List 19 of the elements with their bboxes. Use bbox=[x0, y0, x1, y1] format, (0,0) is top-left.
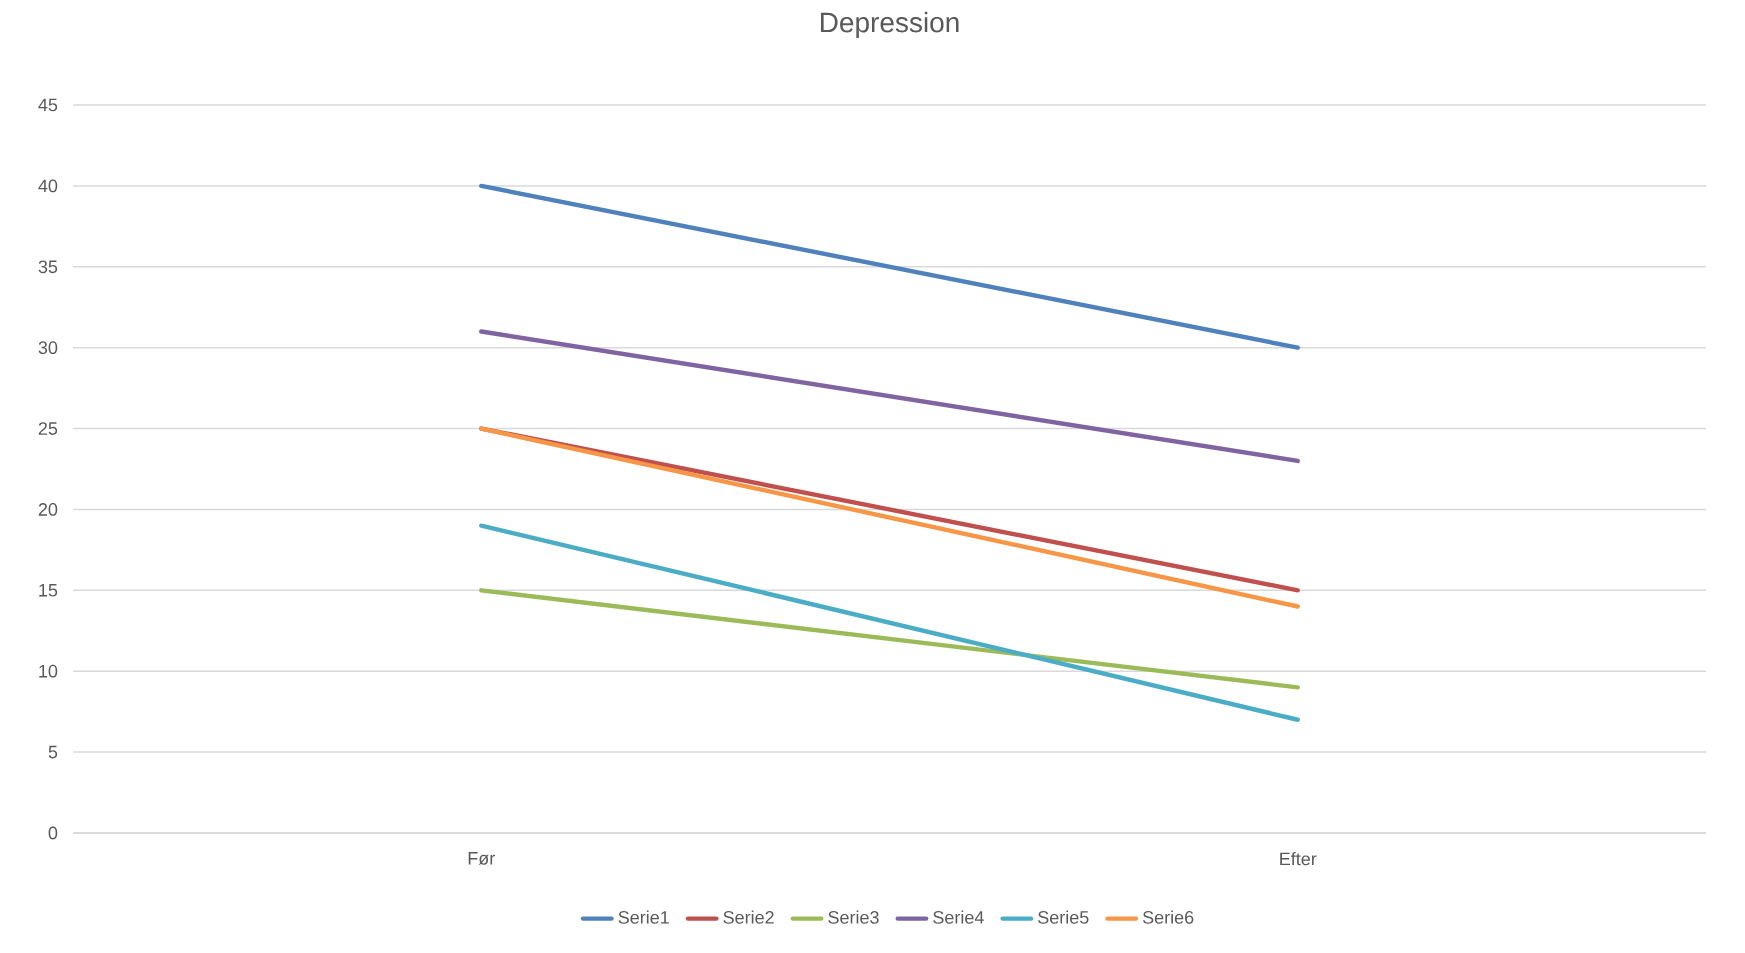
legend-label: Serie1 bbox=[618, 910, 669, 924]
legend-label: Serie3 bbox=[828, 910, 879, 924]
x-tick-label: Før bbox=[468, 852, 495, 865]
x-tick-label: Efter bbox=[1280, 852, 1317, 866]
y-tick-label: 35 bbox=[38, 260, 58, 274]
legend-label: Serie2 bbox=[723, 910, 774, 924]
y-tick-label: 0 bbox=[48, 826, 58, 840]
y-tick-label: 25 bbox=[38, 422, 58, 435]
y-tick-label: 20 bbox=[38, 503, 58, 516]
y-tick-label: 10 bbox=[39, 664, 58, 678]
legend-label: Serie6 bbox=[1142, 910, 1194, 924]
y-tick-label: 40 bbox=[38, 179, 58, 193]
y-tick-label: 15 bbox=[39, 584, 58, 597]
y-tick-label: 30 bbox=[38, 341, 58, 355]
legend-label: Serie5 bbox=[1038, 910, 1089, 924]
chart-title: Depression bbox=[820, 11, 959, 38]
y-tick-label: 45 bbox=[38, 98, 58, 112]
y-tick-label: 5 bbox=[48, 745, 58, 759]
legend-label: Serie4 bbox=[933, 910, 984, 924]
